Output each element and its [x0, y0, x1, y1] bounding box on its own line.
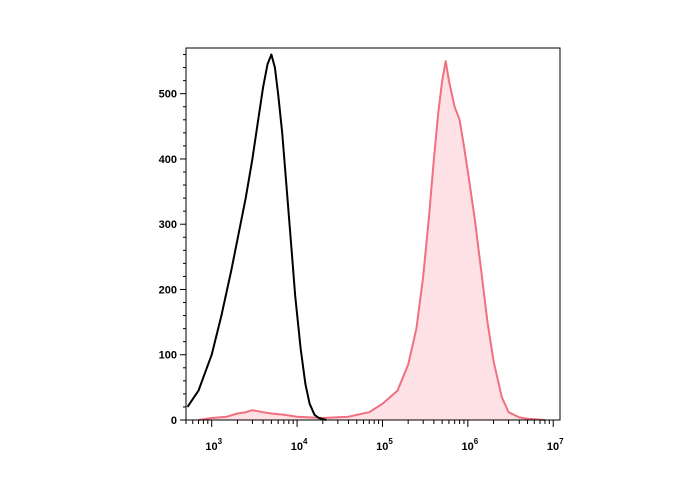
y-tick-label-400: 400: [159, 154, 177, 166]
series-layer: [186, 53, 546, 421]
y-tick-label-300: 300: [159, 219, 177, 231]
series-1-line: [198, 60, 546, 421]
y-tick-label-500: 500: [159, 89, 177, 101]
x-tick-label-7: 107: [547, 437, 564, 453]
y-tick-label-100: 100: [159, 350, 177, 362]
y-tick-label-0: 0: [171, 415, 177, 427]
x-tick-label-3: 103: [205, 437, 222, 453]
x-tick-label-6: 106: [462, 437, 479, 453]
series-0-line: [186, 53, 327, 421]
x-axis: 103 104 105 106 107: [185, 420, 564, 453]
series-1-area: [198, 61, 545, 420]
y-axis: 0 100 200 300 400 500: [159, 54, 186, 427]
x-tick-label-4: 104: [291, 437, 308, 453]
y-tick-label-200: 200: [159, 284, 177, 296]
plot-frame: [185, 47, 561, 421]
x-tick-label-5: 105: [376, 437, 393, 453]
